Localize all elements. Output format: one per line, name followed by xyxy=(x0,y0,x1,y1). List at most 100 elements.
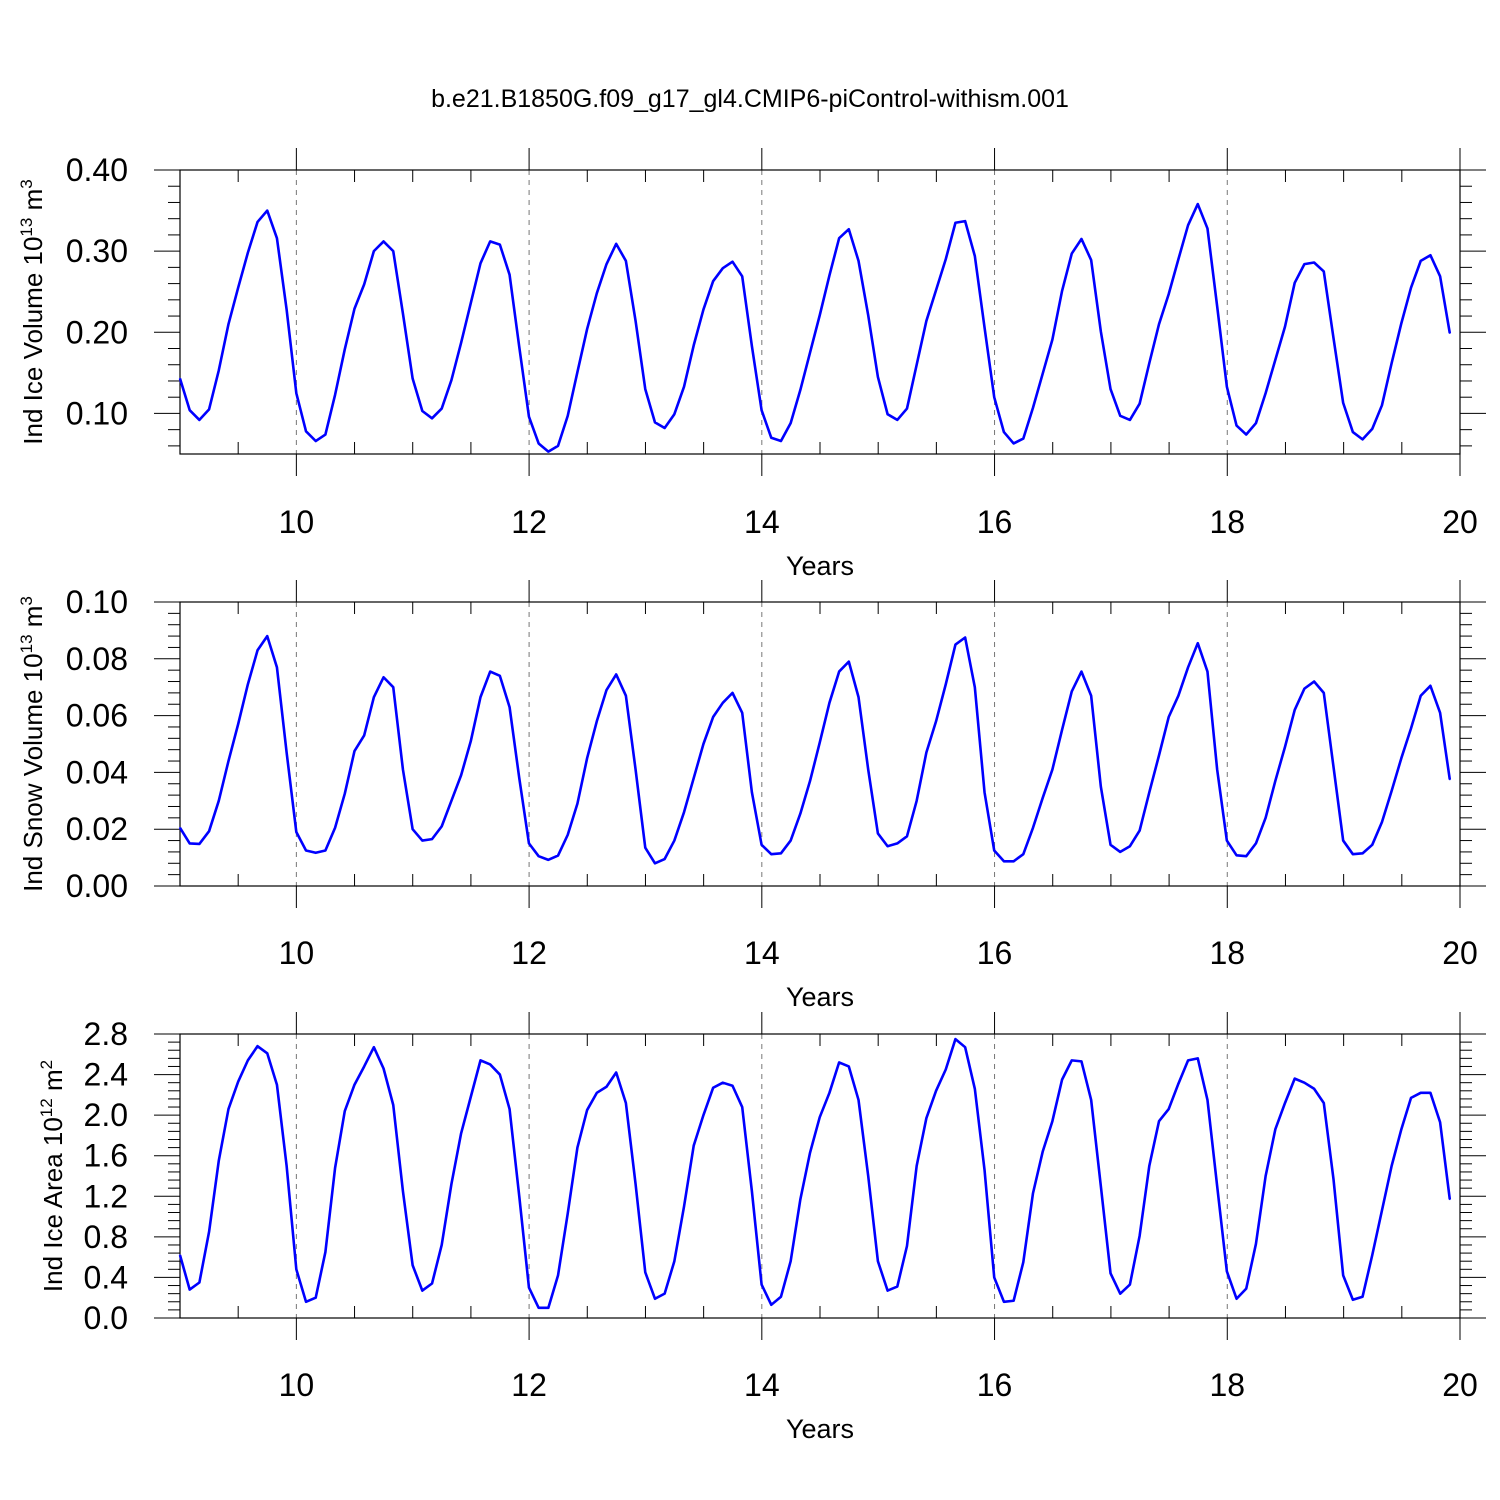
data-point xyxy=(799,812,802,815)
data-point xyxy=(586,1109,588,1111)
data-point xyxy=(1061,729,1063,731)
data-point xyxy=(353,750,356,752)
data-point xyxy=(1410,1097,1412,1099)
data-point xyxy=(1187,1059,1189,1062)
data-point xyxy=(1022,437,1025,440)
data-point xyxy=(334,393,336,396)
data-point xyxy=(663,1292,666,1295)
data-point xyxy=(576,802,579,805)
data-point xyxy=(944,1068,947,1071)
data-point xyxy=(741,1106,743,1108)
data-point xyxy=(935,289,937,291)
data-point xyxy=(1264,392,1267,394)
data-point xyxy=(741,275,743,278)
data-point xyxy=(751,345,753,347)
data-point xyxy=(1390,1165,1393,1167)
data-point xyxy=(944,258,947,261)
data-point xyxy=(566,834,569,836)
data-point xyxy=(557,854,559,857)
data-point xyxy=(469,740,472,742)
data-point xyxy=(1080,1060,1083,1063)
data-point xyxy=(974,686,976,688)
data-point xyxy=(1080,670,1083,673)
data-point xyxy=(392,1104,395,1106)
data-point xyxy=(1177,1082,1180,1085)
data-point xyxy=(770,1304,773,1306)
data-point xyxy=(818,1116,821,1118)
data-point xyxy=(188,842,191,845)
data-point xyxy=(305,849,307,852)
data-point xyxy=(1129,419,1131,421)
x-tick-label: 12 xyxy=(511,1367,547,1403)
data-point xyxy=(1410,727,1412,730)
data-point xyxy=(440,407,443,410)
data-point xyxy=(208,1230,210,1233)
data-point xyxy=(818,741,821,744)
data-point xyxy=(266,1052,269,1055)
y-tick-label: 0.08 xyxy=(66,641,128,677)
data-point xyxy=(1400,1128,1403,1131)
data-point xyxy=(974,1087,976,1090)
data-point xyxy=(770,436,773,439)
x-tick-label: 16 xyxy=(977,504,1013,540)
data-point xyxy=(285,308,288,311)
data-point xyxy=(1352,853,1354,855)
data-point xyxy=(1371,844,1374,846)
data-point xyxy=(314,1296,317,1299)
y-tick-label: 0.20 xyxy=(66,314,128,350)
data-point xyxy=(392,686,395,688)
data-point xyxy=(1303,263,1306,265)
data-point xyxy=(198,843,201,845)
data-point xyxy=(566,1212,569,1215)
x-tick-label: 10 xyxy=(279,935,315,971)
data-point xyxy=(276,666,278,669)
data-point xyxy=(431,1282,433,1285)
data-point xyxy=(1293,709,1296,711)
data-point xyxy=(324,849,327,852)
data-point xyxy=(1158,754,1160,757)
x-tick-label: 14 xyxy=(744,504,780,540)
data-point xyxy=(537,442,540,445)
series-line xyxy=(178,202,1452,453)
x-tick-label: 16 xyxy=(977,1367,1013,1403)
data-point xyxy=(295,1268,298,1271)
data-point xyxy=(217,800,220,802)
x-tick-label: 20 xyxy=(1442,1367,1478,1403)
data-point xyxy=(479,1059,482,1062)
data-point xyxy=(547,450,550,453)
data-point xyxy=(799,389,802,391)
data-point xyxy=(247,251,249,254)
data-point xyxy=(576,371,579,373)
data-point xyxy=(625,260,627,262)
data-point xyxy=(722,267,724,269)
data-point xyxy=(896,1285,899,1288)
data-point xyxy=(1177,694,1180,697)
data-point xyxy=(809,1151,811,1154)
data-point xyxy=(838,1061,840,1064)
data-point xyxy=(402,768,404,771)
data-point xyxy=(1148,362,1151,364)
data-point xyxy=(1061,290,1063,292)
data-point xyxy=(1400,757,1403,759)
data-point xyxy=(809,351,811,354)
data-point xyxy=(722,702,724,704)
data-point xyxy=(1448,1198,1451,1201)
data-point xyxy=(1439,275,1441,278)
panel-1: 10 12 14 16 18 20 0.10 0.20 0.30 0.40 Years Ind Ice… xyxy=(17,148,1486,581)
data-point xyxy=(343,1110,346,1112)
data-point xyxy=(867,768,870,771)
data-point xyxy=(1284,1102,1286,1104)
y-tick-label: 2.0 xyxy=(84,1097,128,1133)
data-point xyxy=(828,1092,831,1094)
y-tick-label: 2.8 xyxy=(84,1016,128,1052)
data-point xyxy=(343,348,346,351)
data-point xyxy=(692,344,695,347)
data-point xyxy=(1332,765,1335,768)
data-point xyxy=(1429,1092,1432,1094)
data-point xyxy=(1129,845,1131,848)
data-point xyxy=(789,422,792,424)
data-point xyxy=(499,675,501,677)
data-point xyxy=(828,274,831,277)
data-point xyxy=(1070,252,1073,255)
data-point xyxy=(712,280,714,282)
